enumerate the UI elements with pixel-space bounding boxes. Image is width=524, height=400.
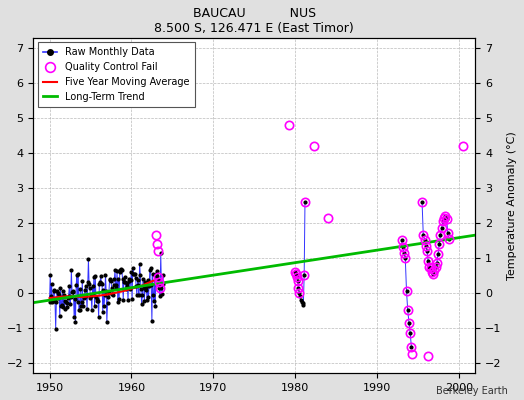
Legend: Raw Monthly Data, Quality Control Fail, Five Year Moving Average, Long-Term Tren: Raw Monthly Data, Quality Control Fail, … xyxy=(38,42,194,107)
Y-axis label: Temperature Anomaly (°C): Temperature Anomaly (°C) xyxy=(507,131,517,280)
Title: BAUCAU           NUS
8.500 S, 126.471 E (East Timor): BAUCAU NUS 8.500 S, 126.471 E (East Timo… xyxy=(155,7,354,35)
Text: Berkeley Earth: Berkeley Earth xyxy=(436,386,508,396)
